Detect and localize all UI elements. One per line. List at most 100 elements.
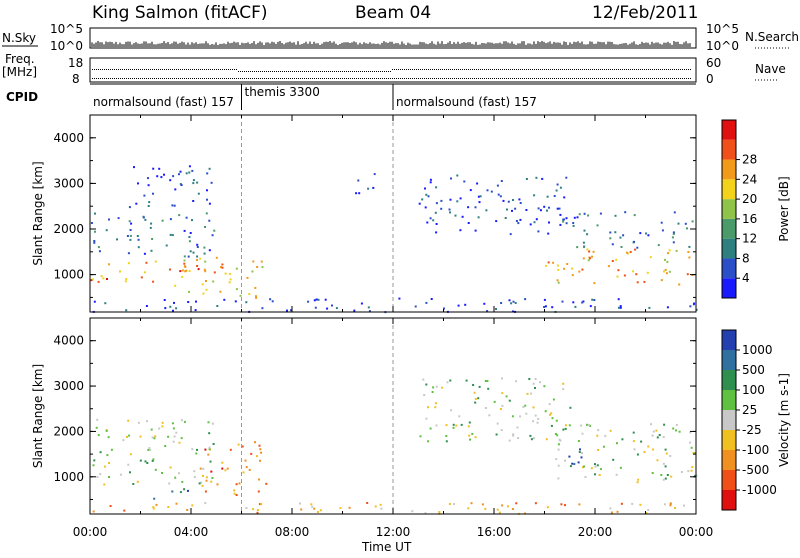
data-cell	[680, 471, 683, 473]
data-cell	[199, 467, 202, 470]
nave-sample	[420, 78, 421, 79]
data-cells	[92, 377, 698, 515]
nave-sample	[132, 78, 133, 79]
data-cell	[578, 503, 581, 506]
freq-sample	[326, 71, 327, 72]
data-cell	[187, 489, 189, 492]
data-cell	[544, 305, 547, 308]
colorbar-tick-label: 100	[742, 383, 765, 397]
freq-sample	[264, 71, 265, 72]
data-cell	[557, 268, 560, 271]
data-cell	[467, 507, 470, 510]
data-cell	[374, 505, 377, 508]
data-cell	[535, 176, 538, 179]
nave-sample	[220, 78, 221, 79]
data-cell	[622, 234, 625, 237]
freq-sample	[94, 69, 95, 70]
data-cell	[668, 249, 671, 252]
data-cell	[183, 255, 186, 258]
data-cell	[559, 213, 562, 216]
data-cell	[183, 488, 186, 491]
freq-sample	[518, 69, 519, 70]
freq-sample	[412, 69, 413, 70]
data-cell	[178, 441, 181, 444]
nave-sample	[498, 78, 499, 79]
nave-sample	[276, 78, 277, 79]
data-cell	[675, 424, 678, 426]
data-cell	[660, 474, 663, 476]
data-cell	[245, 507, 248, 509]
data-cell	[689, 431, 692, 434]
freq-sample	[616, 69, 617, 70]
freq-sample	[490, 69, 491, 70]
freq-sample	[256, 71, 257, 72]
nave-sample	[466, 78, 467, 79]
data-cell	[427, 195, 430, 198]
data-cell	[150, 222, 153, 225]
freq-sample	[106, 69, 107, 70]
data-cell	[586, 233, 589, 236]
nave-sample	[106, 78, 107, 79]
data-cell	[456, 200, 459, 203]
data-cell	[271, 300, 274, 303]
data-cell	[519, 202, 522, 204]
data-cell	[557, 477, 560, 480]
data-cell	[592, 250, 595, 253]
nave-sample	[342, 78, 343, 79]
data-cell	[587, 259, 590, 262]
data-cell	[127, 419, 130, 422]
nave-sample	[446, 78, 447, 79]
data-cell	[468, 434, 471, 437]
freq-sample	[140, 69, 141, 70]
data-cell	[173, 435, 176, 438]
colorbar-tick-label: 20	[742, 192, 757, 206]
data-cell	[100, 275, 103, 278]
nave-sample	[538, 78, 539, 79]
freq-sample	[358, 71, 359, 72]
nave-sample	[232, 78, 233, 79]
data-cell	[183, 259, 186, 262]
data-cell	[235, 494, 238, 496]
data-cell	[515, 380, 518, 383]
freq-sample	[496, 69, 497, 70]
x-tick-label: 16:00	[477, 525, 512, 539]
data-cell	[484, 380, 487, 382]
data-cell	[597, 449, 600, 451]
freq-sample	[328, 71, 329, 72]
data-cell	[664, 448, 667, 451]
freq-sample	[128, 69, 129, 70]
data-cell	[440, 199, 443, 202]
freq-sample	[636, 69, 637, 70]
colorbar-frame	[721, 329, 737, 511]
freq-sample	[310, 71, 311, 72]
data-cell	[686, 273, 689, 276]
freq-sample	[580, 69, 581, 70]
data-cell	[196, 255, 199, 258]
data-cell	[500, 180, 503, 182]
freq-sample	[366, 71, 367, 72]
nave-sample	[436, 78, 437, 79]
data-cell	[424, 206, 427, 209]
data-cell	[117, 217, 120, 220]
data-cell	[175, 307, 178, 310]
data-cell	[620, 502, 623, 505]
data-cell	[507, 200, 510, 203]
data-cell	[664, 477, 667, 480]
nave-sample	[448, 78, 449, 79]
colorbar-swatch	[722, 450, 736, 470]
nave-sample	[126, 78, 127, 79]
data-cell	[577, 440, 580, 442]
data-cell	[419, 435, 422, 438]
colorbar-swatch	[722, 179, 736, 200]
data-cell	[536, 421, 539, 424]
data-cell	[455, 424, 458, 427]
data-cell	[445, 435, 448, 437]
data-cell	[435, 231, 438, 234]
data-cell	[256, 509, 259, 511]
freq-sample	[378, 71, 379, 72]
freq-sample	[434, 69, 435, 70]
data-cell	[512, 434, 515, 437]
nave-sample	[330, 78, 331, 79]
nave-sample	[142, 78, 143, 79]
data-cell	[254, 441, 256, 444]
